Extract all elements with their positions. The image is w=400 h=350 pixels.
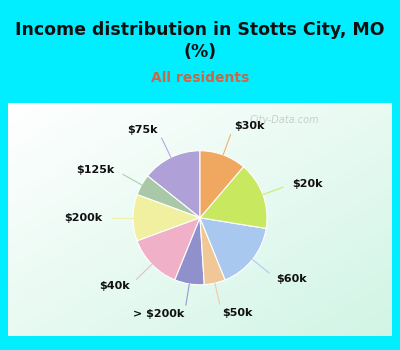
Text: > $200k: > $200k <box>133 309 184 319</box>
Wedge shape <box>200 151 244 218</box>
Text: $125k: $125k <box>76 165 115 175</box>
Text: $20k: $20k <box>292 179 322 189</box>
Text: $50k: $50k <box>222 308 252 318</box>
Wedge shape <box>200 218 266 280</box>
Wedge shape <box>200 167 267 229</box>
Text: Income distribution in Stotts City, MO
(%): Income distribution in Stotts City, MO (… <box>15 21 385 61</box>
Wedge shape <box>175 218 204 285</box>
Text: City-Data.com: City-Data.com <box>250 114 319 125</box>
Wedge shape <box>137 176 200 218</box>
Text: $40k: $40k <box>99 281 130 291</box>
Wedge shape <box>148 151 200 218</box>
Text: $200k: $200k <box>64 213 102 223</box>
Text: All residents: All residents <box>151 71 249 85</box>
Wedge shape <box>200 218 225 285</box>
Wedge shape <box>133 195 200 241</box>
Wedge shape <box>137 218 200 280</box>
Text: $75k: $75k <box>127 125 158 135</box>
Text: $60k: $60k <box>276 274 307 284</box>
Text: $30k: $30k <box>234 121 264 131</box>
